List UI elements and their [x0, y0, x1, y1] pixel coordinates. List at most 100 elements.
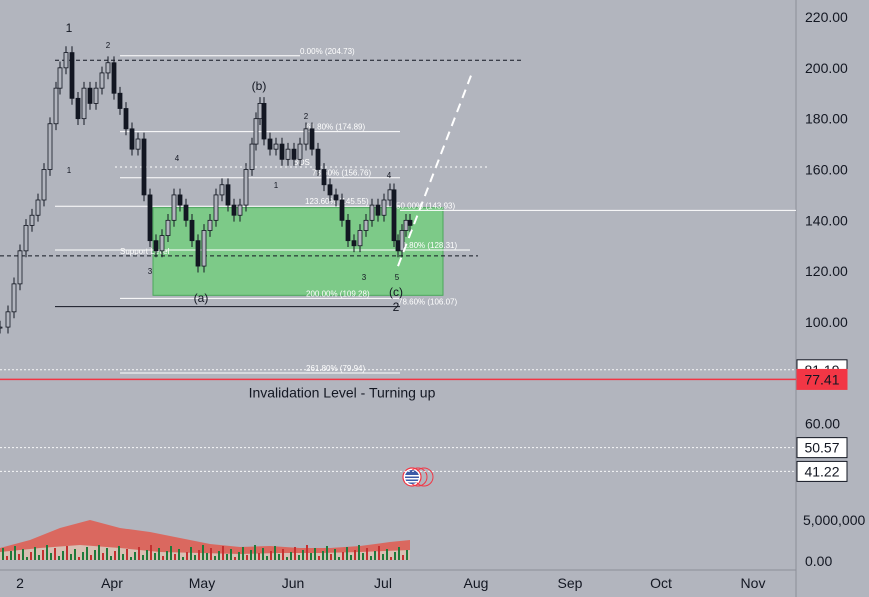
price-tick-label: 140.00: [805, 212, 848, 228]
fib-level-label: 61.80% (128.31): [398, 241, 457, 250]
price-badge-label: 41.22: [804, 463, 839, 479]
volume-bar: [150, 545, 152, 560]
volume-bar: [158, 548, 160, 560]
candle-body: [195, 240, 201, 267]
volume-bar: [62, 551, 64, 560]
volume-bar: [78, 557, 80, 560]
candlestick-series: [0, 46, 413, 334]
time-axis[interactable]: 2 Apr May Jun Jul Aug Sep Oct Nov: [16, 575, 765, 591]
volume-bar: [254, 545, 256, 560]
candle-body: [369, 204, 375, 221]
fib-level-label: 200.00% (109.28): [306, 289, 370, 298]
fib-level-label: Support Level: [120, 247, 170, 256]
price-badge: [796, 460, 848, 482]
invalidation-label: Invalidation Level - Turning up: [249, 384, 436, 400]
candle-body: [87, 87, 93, 104]
candle-body: [93, 87, 99, 104]
candle-body: [375, 204, 381, 216]
volume-bar: [338, 557, 340, 560]
volume-bar: [142, 555, 144, 560]
candle-body: [399, 230, 405, 252]
wave-label: 2: [393, 300, 400, 314]
candle-body: [75, 97, 81, 120]
volume-bar: [26, 557, 28, 560]
candle-body: [159, 235, 165, 252]
volume-bar: [38, 555, 40, 560]
volume-bar: [406, 550, 408, 560]
volume-bar: [222, 546, 224, 560]
volume-bar: [386, 549, 388, 560]
volume-bar: [342, 552, 344, 560]
candle-body: [23, 225, 29, 252]
volume-bar: [246, 555, 248, 560]
fib-level-label: 61.80% (174.89): [306, 123, 365, 132]
candle-body: [339, 199, 345, 221]
candle-body: [321, 169, 327, 186]
volume-bar: [234, 557, 236, 560]
price-tick-label: 200.00: [805, 60, 848, 76]
volume-bar: [366, 548, 368, 560]
volume-bar: [302, 550, 304, 560]
volume-bar: [374, 551, 376, 560]
volume-bar: [114, 551, 116, 560]
volume-bar: [378, 546, 380, 560]
volume-bar: [318, 556, 320, 560]
volume-bar: [298, 555, 300, 560]
candle-body: [257, 103, 263, 120]
volume-tick-label: 5,000,000: [803, 512, 865, 528]
time-tick-label: Nov: [741, 575, 766, 591]
wave-label: 1: [66, 21, 73, 35]
candle-body: [153, 240, 159, 252]
wave-label: 2: [304, 112, 309, 121]
volume-bar: [90, 555, 92, 560]
volume-bar: [94, 550, 96, 560]
us-flag-icon[interactable]: [402, 467, 434, 487]
candle-body: [351, 240, 357, 247]
volume-bar: [134, 552, 136, 560]
volume-bar: [398, 547, 400, 560]
price-tick-label: 220.00: [805, 9, 848, 25]
volume-bar: [58, 556, 60, 560]
volume-bar: [206, 553, 208, 560]
wave-label: 1: [67, 166, 72, 175]
price-tick-label: 120.00: [805, 263, 848, 279]
volume-bar: [230, 549, 232, 560]
price-tick-label: 180.00: [805, 111, 848, 127]
fib-level-label: BOS: [293, 158, 310, 167]
candle-body: [273, 143, 279, 150]
candle-body: [47, 123, 53, 170]
wave-label: 5: [196, 252, 201, 261]
candle-body: [403, 219, 409, 231]
candle-body: [395, 240, 401, 252]
volume-bar: [102, 553, 104, 560]
volume-bar: [122, 554, 124, 560]
candle-body: [201, 230, 207, 267]
volume-bar: [334, 549, 336, 560]
candle-body: [297, 143, 303, 160]
candle-body: [363, 219, 369, 231]
wave-label: (b): [252, 79, 267, 93]
volume-bar: [42, 550, 44, 560]
fib-level-label: 123.60% (145.55): [305, 197, 369, 206]
candle-body: [189, 219, 195, 242]
time-tick-label: Aug: [464, 575, 489, 591]
volume-bar: [66, 546, 68, 560]
volume-bar: [98, 545, 100, 560]
price-badge: [796, 437, 848, 459]
candle-body: [135, 138, 141, 150]
time-tick-label: Jun: [282, 575, 305, 591]
wave-label: 5: [395, 273, 400, 282]
volume-bar: [218, 551, 220, 560]
candle-body: [407, 219, 413, 226]
candle-body: [147, 194, 153, 242]
price-axis[interactable]: 220.00 200.00 180.00 160.00 140.00 120.00 100.…: [803, 9, 865, 569]
candle-body: [381, 199, 387, 216]
volume-bar: [238, 552, 240, 560]
candle-body: [183, 204, 189, 221]
price-badge: [796, 368, 848, 390]
candle-body: [29, 214, 35, 226]
volume-bar: [162, 556, 164, 560]
